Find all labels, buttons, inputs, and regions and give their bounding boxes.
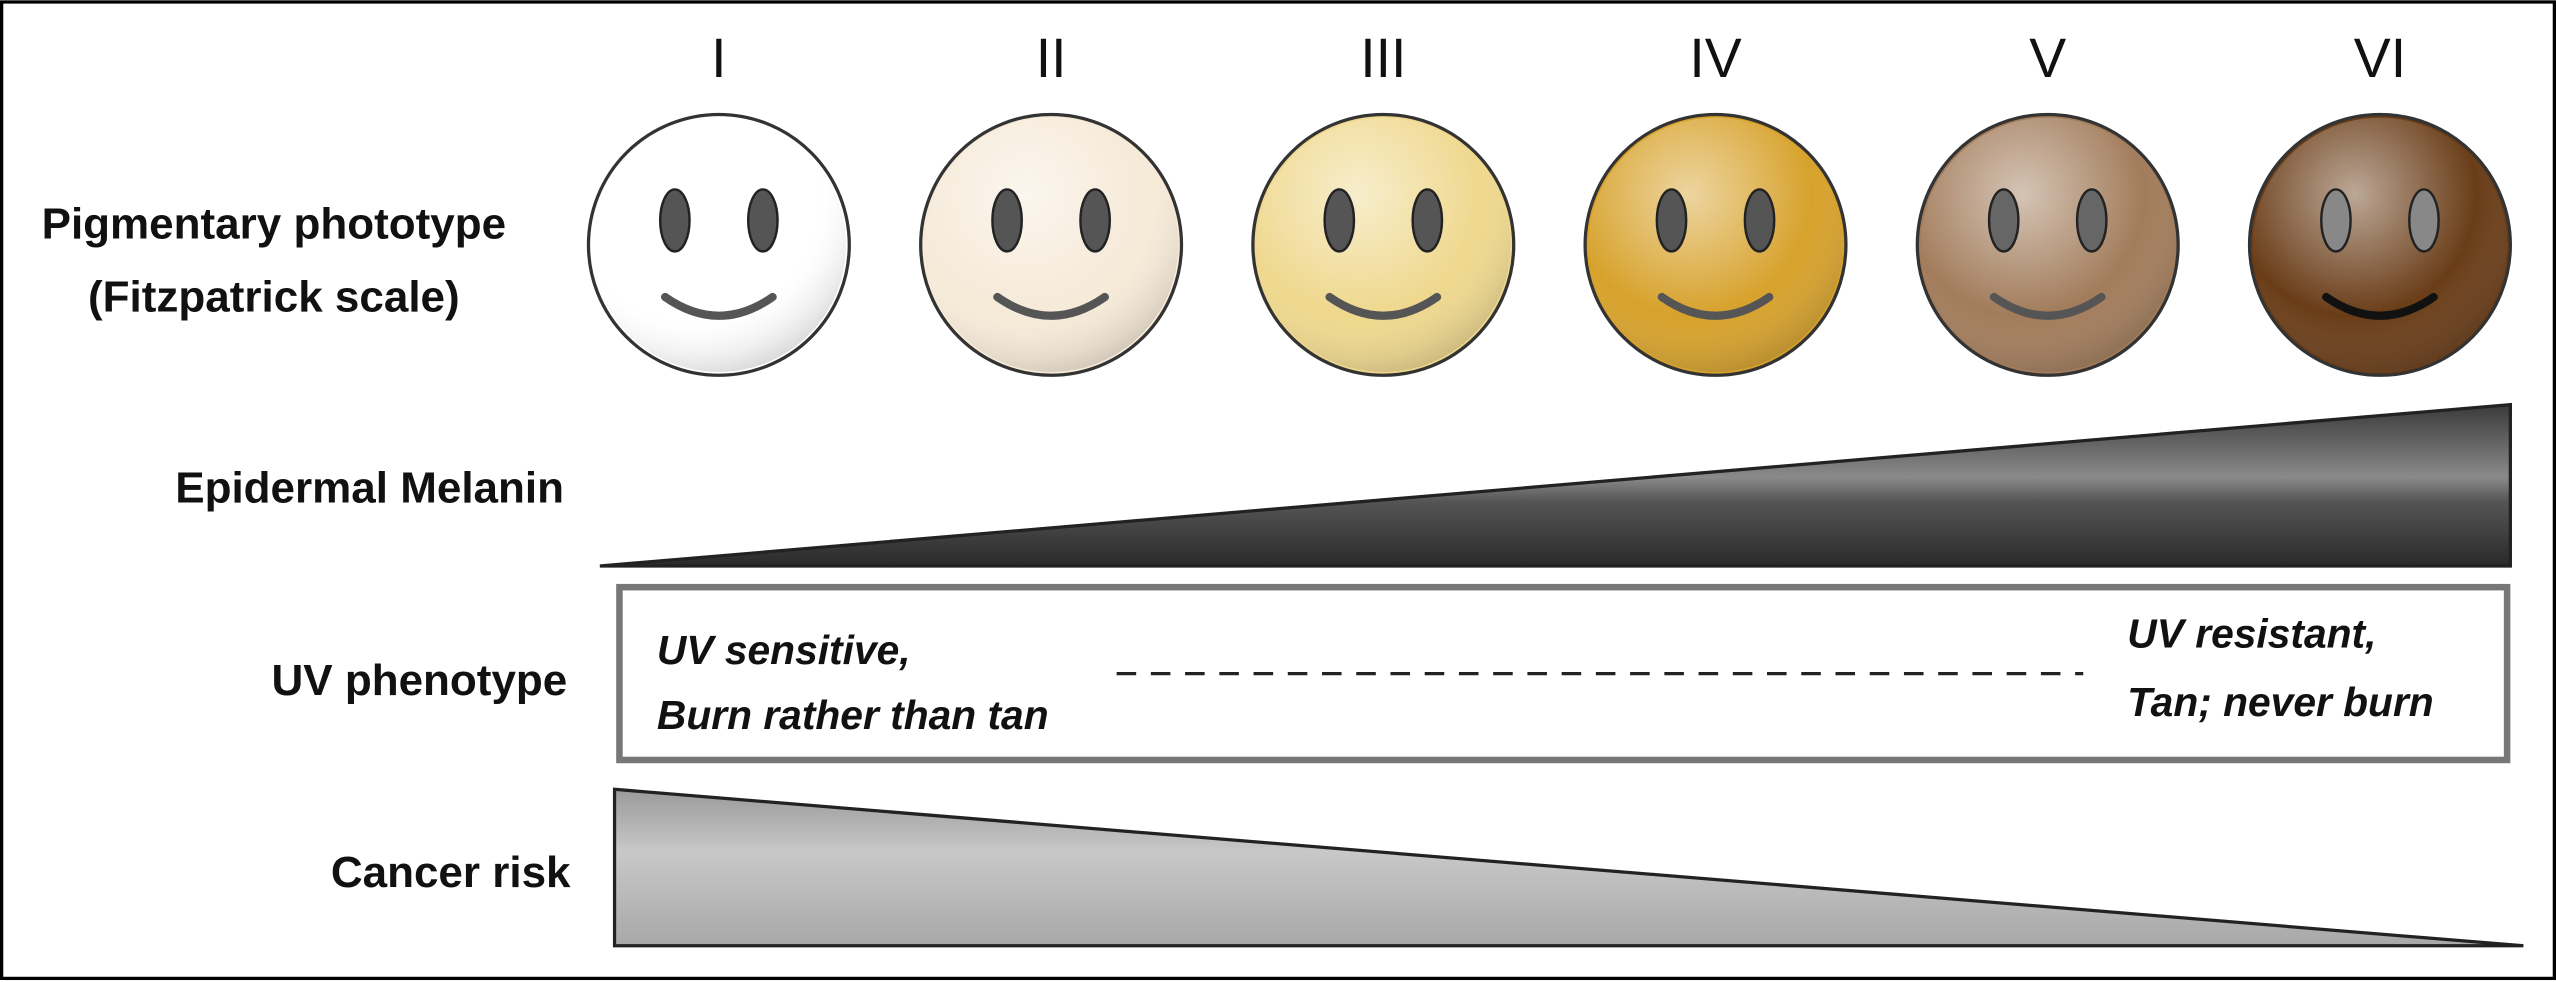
row-label: (Fitzpatrick scale) — [88, 273, 460, 322]
face-shine — [923, 117, 1179, 373]
face-eye — [2320, 188, 2352, 253]
face-eye — [1743, 188, 1776, 253]
uv-text: UV sensitive, — [657, 627, 911, 673]
row-label: Cancer risk — [331, 848, 571, 897]
face-mouth — [1325, 292, 1442, 320]
face-shine — [1256, 117, 1511, 373]
face-eye — [1411, 188, 1444, 253]
face-mouth — [2322, 292, 2438, 320]
face-eye — [2408, 188, 2440, 253]
uv-text: UV resistant, — [2127, 610, 2376, 656]
row-label: Epidermal Melanin — [175, 463, 564, 512]
row-label: Pigmentary phototype — [42, 199, 506, 248]
phototype-numeral: II — [1036, 27, 1067, 89]
face-eye — [1987, 188, 2020, 253]
phototype-numeral: V — [2029, 27, 2066, 89]
face-shine — [591, 117, 847, 373]
phototype-numeral: I — [711, 27, 726, 89]
face-mouth — [1989, 292, 2106, 320]
face-eye — [1655, 188, 1688, 253]
row-label: UV phenotype — [271, 656, 567, 705]
face-mouth — [1657, 292, 1774, 320]
face-shine — [1588, 117, 1843, 373]
phototype-numeral: IV — [1689, 27, 1741, 89]
phototype-numeral: III — [1360, 27, 1406, 89]
face-eye — [2075, 188, 2108, 253]
face-mouth — [661, 292, 777, 320]
cancer-wedge — [612, 787, 2524, 948]
face-eye — [746, 188, 779, 253]
uv-text: Tan; never burn — [2127, 679, 2433, 725]
face-shine — [1920, 117, 2175, 373]
phototype-numeral: VI — [2354, 27, 2406, 89]
face-mouth — [993, 292, 1109, 320]
face-shine — [2252, 117, 2508, 373]
face-eye — [658, 188, 691, 253]
melanin-wedge — [599, 402, 2512, 568]
face-eye — [1079, 188, 1111, 253]
face-eye — [991, 188, 1023, 253]
face-eye — [1323, 188, 1356, 253]
uv-text: Burn rather than tan — [657, 692, 1049, 738]
